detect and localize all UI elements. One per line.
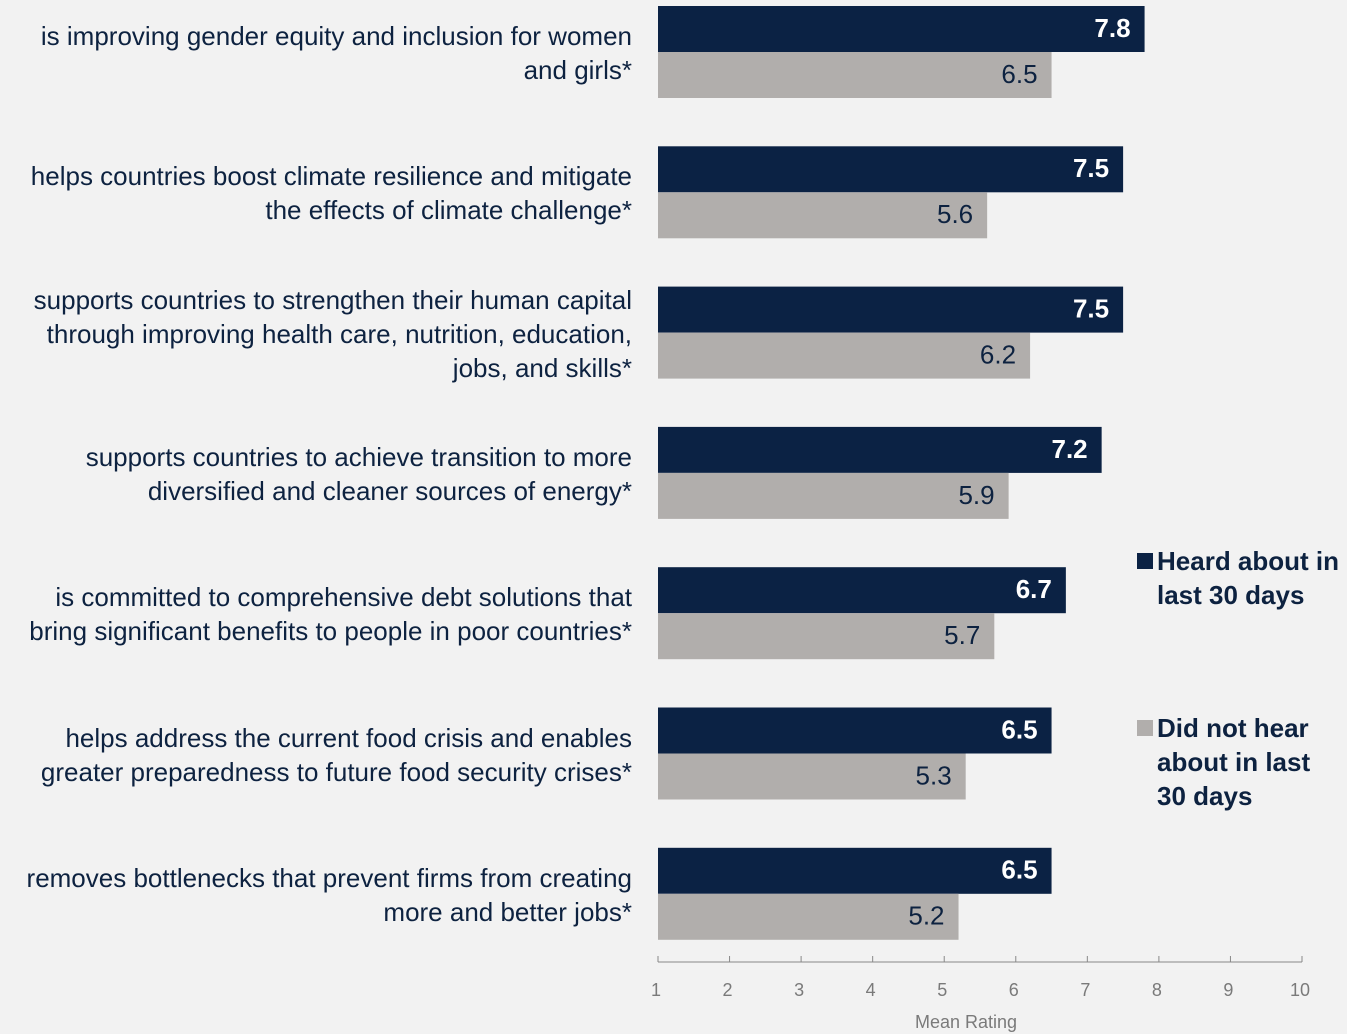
value-label: 6.5	[1001, 59, 1037, 89]
value-label: 5.2	[908, 901, 944, 931]
category-label: is committed to comprehensive debt solut…	[29, 582, 632, 647]
x-tick-label: 7	[1080, 980, 1090, 1000]
x-tick-label: 10	[1290, 980, 1310, 1000]
x-tick-label: 4	[866, 980, 876, 1000]
value-label: 6.5	[1001, 714, 1037, 744]
bar	[658, 146, 1124, 193]
bar	[658, 52, 1052, 98]
bar	[658, 847, 1052, 894]
value-label: 5.3	[916, 760, 952, 790]
value-label: 7.5	[1073, 153, 1109, 183]
category-label: supports countries to achieve transition…	[85, 441, 632, 506]
value-label: 6.2	[980, 339, 1016, 369]
bar	[658, 332, 1031, 379]
value-label: 5.7	[944, 620, 980, 650]
value-label: 5.9	[958, 480, 994, 510]
category-label: helps address the current food crisis an…	[40, 722, 632, 787]
bar	[658, 192, 988, 239]
value-label: 6.5	[1001, 855, 1037, 885]
value-label: 6.7	[1016, 574, 1052, 604]
bar	[658, 286, 1124, 333]
x-tick-label: 5	[937, 980, 947, 1000]
bar	[658, 426, 1102, 473]
legend-swatch	[1137, 720, 1153, 736]
bar	[658, 893, 959, 940]
bar	[658, 567, 1066, 614]
value-label: 5.6	[937, 199, 973, 229]
x-tick-label: 3	[794, 980, 804, 1000]
value-label: 7.2	[1051, 434, 1087, 464]
value-label: 7.8	[1094, 13, 1130, 43]
category-label: helps countries boost climate resilience…	[30, 161, 632, 226]
x-tick-label: 8	[1152, 980, 1162, 1000]
x-tick-label: 6	[1009, 980, 1019, 1000]
legend-swatch	[1137, 553, 1153, 569]
category-label: is improving gender equity and inclusion…	[40, 21, 632, 85]
x-tick-label: 1	[651, 980, 661, 1000]
x-tick-label: 2	[723, 980, 733, 1000]
category-label: removes bottlenecks that prevent firms f…	[26, 862, 632, 927]
x-axis-title: Mean Rating	[915, 1012, 1017, 1032]
bar	[658, 6, 1145, 52]
value-label: 7.5	[1073, 293, 1109, 323]
category-label: supports countries to strengthen their h…	[33, 284, 632, 383]
bar	[658, 753, 966, 800]
bar	[658, 613, 995, 660]
bar	[658, 472, 1009, 519]
legend-label: Heard about in last 30 days	[1157, 546, 1340, 610]
legend-label: Did not hear about in last 30 days	[1157, 713, 1311, 811]
bar	[658, 707, 1052, 754]
x-tick-label: 9	[1223, 980, 1233, 1000]
